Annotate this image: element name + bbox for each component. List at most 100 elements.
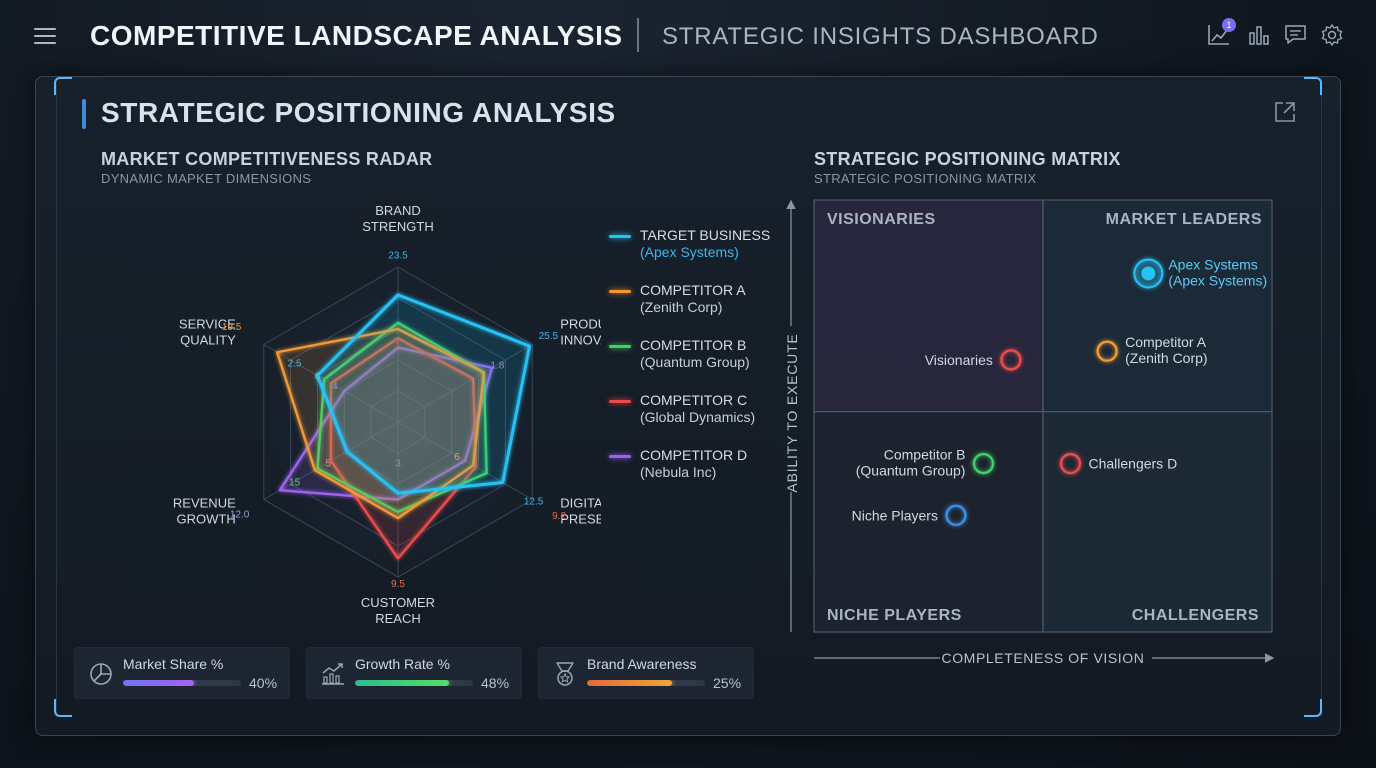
matrix-point[interactable]: Competitor A (Zenith Corp): [1096, 334, 1208, 366]
radar-value-label: 19.5: [222, 322, 242, 333]
stat-progress-fill: [123, 680, 194, 686]
quadrant-label: NICHE PLAYERS: [827, 607, 962, 624]
trend-chart-icon[interactable]: 1: [1206, 18, 1236, 48]
stat-card[interactable]: Brand Awareness 25%: [538, 647, 754, 699]
quadrant-label: VISIONARIES: [827, 211, 936, 228]
legend-item[interactable]: COMPETITOR C (Global Dynamics): [609, 392, 799, 447]
legend-series-name: COMPETITOR B: [640, 337, 747, 353]
comment-icon[interactable]: [1283, 22, 1309, 48]
stat-value: 40%: [249, 675, 278, 691]
legend-swatch: [609, 290, 631, 293]
matrix-point[interactable]: Apex Systems (Apex Systems): [1133, 256, 1267, 289]
radar-value-label: 6: [315, 372, 321, 383]
radar-value-label: 12.5: [524, 496, 544, 507]
app-subtitle: STRATEGIC INSIGHTS DASHBOARD: [662, 23, 1099, 50]
legend-series-org: (Zenith Corp): [640, 299, 723, 315]
section-accent-bar: [82, 99, 86, 129]
point-label: Apex Systems (Apex Systems): [1168, 256, 1267, 288]
radar-legend: TARGET BUSINESS (Apex Systems) COMPETITOR …: [609, 227, 799, 502]
legend-series-org: (Quantum Group): [640, 354, 750, 370]
point-marker: [972, 452, 995, 475]
radar-value-label: 9.5: [391, 579, 405, 590]
app-title: COMPETITIVE LANDSCAPE ANALYSIS: [90, 20, 623, 51]
bar-chart-icon[interactable]: [1246, 22, 1272, 48]
radar-value-label: 9.2: [552, 511, 566, 522]
point-marker: [1096, 340, 1118, 362]
legend-series-name: COMPETITOR A: [640, 282, 746, 298]
stat-label: Brand Awareness: [587, 656, 697, 672]
legend-swatch: [609, 345, 631, 348]
legend-series-name: TARGET BUSINESS: [640, 227, 771, 243]
corner-accent: [1304, 699, 1322, 717]
radar-value-label: 1: [395, 341, 401, 352]
external-link-icon[interactable]: [1272, 99, 1298, 125]
panel-frame: [56, 77, 1322, 717]
quadrant-top-right: [1042, 199, 1273, 413]
corner-accent: [54, 77, 72, 95]
point-label: Competitor B (Quantum Group): [856, 447, 966, 479]
radar-value-label: 12.0: [230, 509, 250, 520]
stat-value: 48%: [481, 675, 510, 691]
quadrant-label: CHALLENGERS: [1132, 607, 1259, 624]
matrix-chart-subtitle: STRATEGIC POSITIONING MATRIX: [814, 171, 1037, 186]
matrix-point[interactable]: Visionaries: [925, 349, 1022, 371]
corner-accent: [1304, 77, 1322, 95]
radar-value-label: 25.5: [539, 331, 559, 342]
y-axis-label-bg: [782, 326, 800, 492]
medal-icon: [551, 660, 579, 688]
pie-chart-icon: [87, 660, 115, 688]
point-label: Competitor A (Zenith Corp): [1125, 334, 1207, 366]
legend-item[interactable]: COMPETITOR D (Nebula Inc): [609, 447, 799, 502]
point-label: Visionaries: [925, 352, 993, 368]
legend-item[interactable]: TARGET BUSINESS (Apex Systems): [609, 227, 799, 282]
quadrant-bottom-right: [1042, 411, 1273, 633]
radar-chart-title: MARKET COMPETITIVENESS RADAR: [101, 149, 433, 169]
stat-label: Growth Rate %: [355, 656, 450, 672]
radar-value-label: 5: [325, 458, 331, 469]
point-label: Challengers D: [1088, 456, 1177, 472]
analysis-panel: STRATEGIC POSITIONING ANALYSIS MARKET CO…: [35, 76, 1341, 736]
legend-series-org: (Nebula Inc): [640, 464, 717, 480]
radar-value-label: 2.5: [288, 358, 302, 369]
matrix-point[interactable]: Challengers D: [1059, 452, 1177, 475]
legend-item[interactable]: COMPETITOR B (Quantum Group): [609, 337, 799, 392]
top-bar: COMPETITIVE LANDSCAPE ANALYSIS STRATEGIC…: [0, 0, 1376, 72]
stat-progress-track: [355, 680, 473, 686]
matrix-point[interactable]: Competitor B (Quantum Group): [856, 447, 995, 479]
gear-icon[interactable]: [1319, 22, 1345, 48]
radar-value-label: 15: [289, 478, 301, 489]
legend-series-name: COMPETITOR C: [640, 392, 748, 408]
stat-card[interactable]: Market Share % 40%: [74, 647, 290, 699]
matrix-point[interactable]: Niche Players: [852, 504, 967, 527]
stat-value: 25%: [713, 675, 742, 691]
legend-swatch: [609, 400, 631, 403]
x-axis-label: COMPLETENESS OF VISION: [941, 650, 1144, 666]
radar-axis-label: PRODUCTINNOVATION: [560, 317, 601, 348]
quadrant-label: MARKET LEADERS: [1106, 211, 1262, 228]
radar-axis-label: SERVICE QUALITY: [179, 317, 236, 348]
positioning-matrix: VISIONARIES MARKET LEADERS NICHE PLAYERS CH…: [782, 199, 1275, 668]
stat-progress-fill: [587, 680, 672, 686]
legend-series-name: COMPETITOR D: [640, 447, 748, 463]
menu-icon[interactable]: [34, 27, 56, 45]
stat-card[interactable]: Growth Rate % 48%: [306, 647, 522, 699]
y-axis-label: ABILITY TO EXECUTE: [784, 333, 800, 492]
stat-progress-fill: [355, 680, 450, 686]
growth-chart-icon: [319, 660, 347, 688]
section-title: STRATEGIC POSITIONING ANALYSIS: [101, 97, 616, 128]
legend-swatch: [609, 455, 631, 458]
stat-progress-track: [587, 680, 705, 686]
stat-label: Market Share %: [123, 656, 224, 672]
legend-item[interactable]: COMPETITOR A (Zenith Corp): [609, 282, 799, 337]
point-core: [1141, 266, 1156, 281]
radar-chart-subtitle: DYNAMIC MAPKET DIMENSIONS: [101, 171, 312, 186]
radar-series-0: [315, 293, 532, 495]
title-divider: [637, 18, 639, 52]
point-label: Niche Players: [852, 507, 938, 523]
radar-axis-label: CUSTOMER REACH: [361, 595, 435, 626]
matrix-chart-title: STRATEGIC POSITIONING MATRIX: [814, 149, 1121, 169]
radar-axis-label: REVENUE GROWTH: [173, 496, 236, 527]
radar-value-label: 3: [395, 458, 401, 469]
radar-value-label: 23.5: [388, 251, 408, 262]
